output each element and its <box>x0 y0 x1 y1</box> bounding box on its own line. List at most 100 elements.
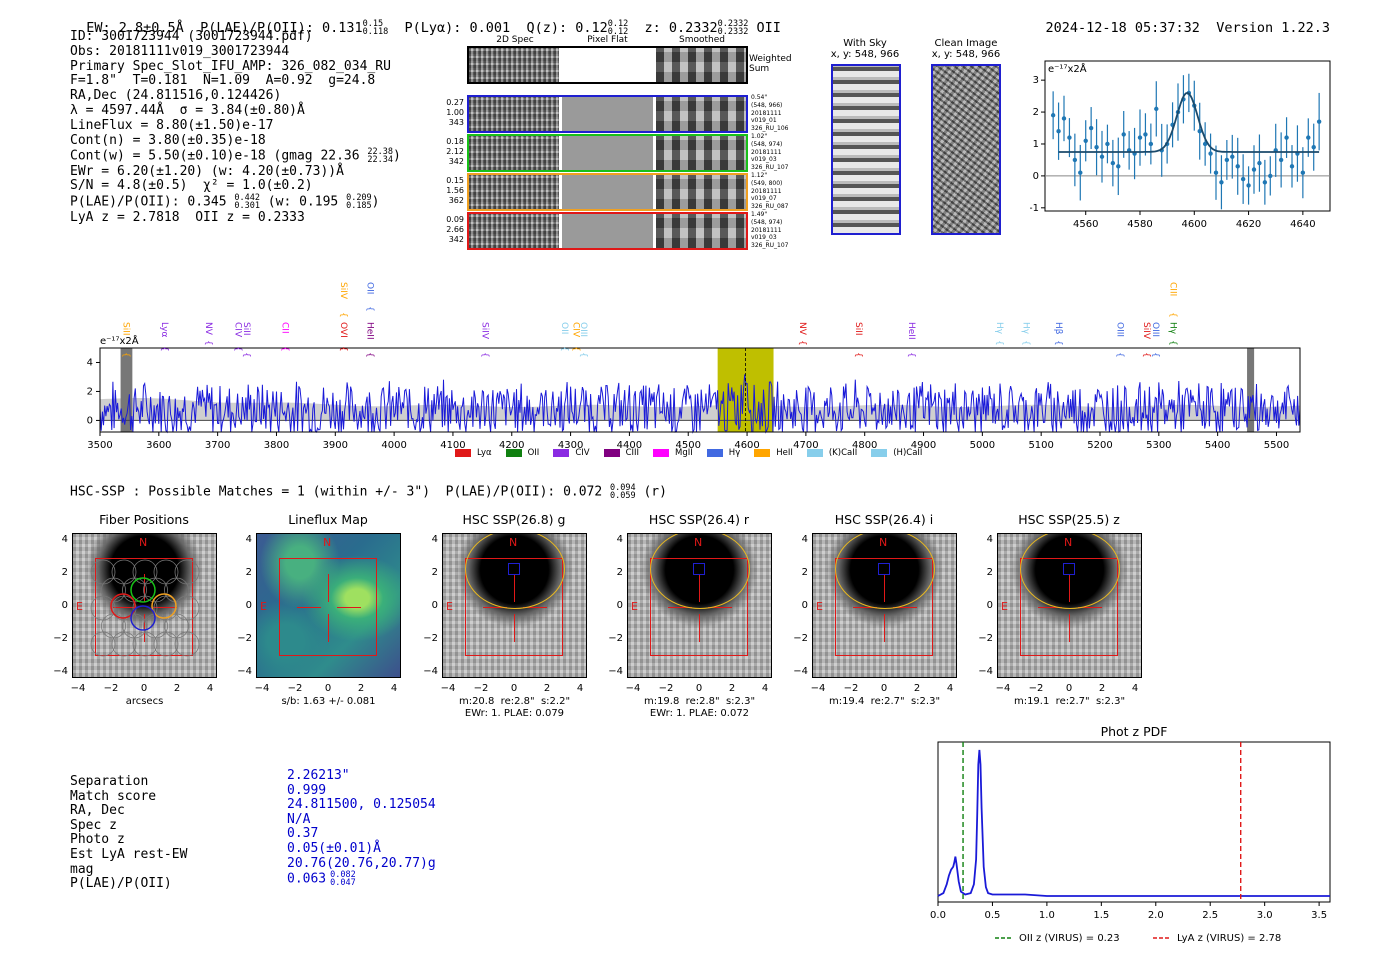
fit-data-point <box>1197 129 1202 134</box>
cutout-row-right-value: 1.12" <box>751 172 768 179</box>
spectrum-mask-bar <box>1247 348 1255 432</box>
cross-line-top <box>328 574 330 602</box>
hsc-caption-1: arcsecs <box>125 696 164 707</box>
match-value-text: 0.999 <box>287 782 327 798</box>
spectrum-line-id-label: SiIV <box>1141 322 1151 340</box>
spectrum-xtick-label: 4000 <box>381 440 406 451</box>
hsc-xtick-label: 2 <box>357 683 365 694</box>
hsc-ytick-label: 2 <box>61 567 68 578</box>
fiber-circle <box>174 631 200 657</box>
header-z: z: 0.2332 <box>644 20 718 36</box>
match-value-text: 24.811500, 0.125054 <box>287 797 436 813</box>
cutout-row-right-value: 326_RU_107 <box>751 242 789 250</box>
cross-line-right <box>523 607 547 609</box>
cutout-row-right-value: 20181111 <box>751 187 782 195</box>
cross-line-bottom <box>1069 614 1071 642</box>
target-box <box>1063 563 1075 575</box>
legend-swatch <box>603 449 620 457</box>
ellipse-aperture <box>835 534 935 609</box>
north-marker: N <box>139 536 148 549</box>
hsc-ytick-label: 0 <box>61 600 68 611</box>
spectrum-line-id: Hγ { <box>994 322 1004 346</box>
spectrum-line-id-label: OIII <box>1150 322 1160 337</box>
match-plae-lo: 0.047 <box>330 878 356 889</box>
detection-info: ID: 3001723944 (3001723944.pdf) Obs: 201… <box>70 29 401 225</box>
east-marker: E <box>631 600 638 613</box>
hsc-ytick-label: −4 <box>793 666 808 677</box>
east-marker: E <box>1001 600 1008 613</box>
cross-line-left <box>853 607 877 609</box>
spectrum-line-id-brace: { <box>121 352 131 358</box>
spectrum-line-id-label: SiII <box>241 322 251 336</box>
spectrum-line-id-label: NV <box>203 322 213 336</box>
spectrum-xtick-label: 3600 <box>146 440 171 451</box>
hsc-summary-text: HSC-SSP : Possible Matches = 1 (within +… <box>70 484 603 500</box>
spectrum-line-id: SiIV { <box>479 322 489 358</box>
spectrum-line-id-label: SiIV <box>338 282 348 300</box>
photz-xtick-label: 2.5 <box>1202 910 1218 921</box>
spectrum-line-id-label: HeII <box>365 322 375 340</box>
info-plae-lo: 0.301 <box>234 201 260 212</box>
line-fit-chart: -1 0 1 2 3 4560 4580 4600 4620 4640 e⁻¹⁷x2Å <box>1030 60 1331 230</box>
match-label: Photo z <box>70 832 125 848</box>
spectrum-line-id: Lyα { <box>159 322 169 352</box>
match-values: 2.26213" 0.999 24.811500, 0.125054 N/A 0.37 0… <box>287 768 436 889</box>
legend-label: CIII <box>625 448 640 458</box>
fiber-circle-highlight <box>151 593 177 619</box>
cutout-row-right-value: 20181111 <box>751 226 782 234</box>
cutout-flat <box>562 175 653 209</box>
fit-data-point <box>1246 183 1251 188</box>
fit-data-point <box>1316 119 1322 124</box>
sky-with-label: With Sky x, y: 548, 966 <box>820 38 910 60</box>
cutout-row-left-value: 342 <box>448 235 464 244</box>
hsc-ytick-label: −2 <box>978 633 993 644</box>
hsc-ytick-label: 4 <box>245 534 252 545</box>
hsc-ytick-label: 2 <box>801 567 808 578</box>
hsc-panel-title: HSC SSP(25.5) z <box>1018 512 1120 527</box>
spectrum-line-id-brace: { <box>338 312 348 318</box>
spectrum-xtick-label: 3500 <box>87 440 112 451</box>
match-value: 24.811500, 0.125054 <box>287 797 436 813</box>
spectrum-line-id: CIII { <box>1168 282 1178 318</box>
spectrum-line-id: SiIV { <box>1141 322 1151 358</box>
cutout-row-right-value: (549, 800) <box>751 179 783 187</box>
spectrum-line-id-brace: { <box>994 340 1004 346</box>
spectrum-xtick-label: 4900 <box>911 440 936 451</box>
fit-data-point <box>1121 132 1126 137</box>
hsc-ytick-label: 4 <box>61 534 68 545</box>
hsc-ytick-label: −2 <box>53 633 68 644</box>
hsc-xtick-label: −2 <box>287 683 303 694</box>
fit-data-point <box>1230 154 1235 159</box>
fit-data-point <box>1067 135 1072 140</box>
fit-data-point <box>1300 170 1306 175</box>
fit-ytick-label: -1 <box>1030 203 1039 214</box>
hsc-xtick-label: 4 <box>1131 683 1139 694</box>
spectrum-line-id-brace: { <box>479 352 489 358</box>
hsc-xtick-label: −4 <box>625 683 641 694</box>
header-plae-lo: 0.118 <box>362 27 389 37</box>
legend-item: (H)CaII <box>871 448 922 458</box>
hsc-ytick-label: 0 <box>986 600 993 611</box>
cross-line-right <box>708 607 732 609</box>
hsc-xtick-label: 0 <box>510 683 518 694</box>
hsc-summary-band: (r) <box>643 484 667 500</box>
spectrum-xtick-label: 4500 <box>676 440 701 451</box>
aperture-box <box>279 558 377 656</box>
spectrum-line-id-label: CIII <box>1168 282 1178 296</box>
photz-legend-label: OII z (VIRUS) = 0.23 <box>1019 933 1120 944</box>
fit-data-point <box>1202 141 1208 147</box>
fit-data-point <box>1116 164 1121 169</box>
hsc-summary-hi: 0.094 <box>610 483 636 493</box>
legend-label: CIV <box>575 448 590 458</box>
cutout-row-right-value: 1.02" <box>751 133 768 140</box>
cutout-weighted-label: Weighted Sum <box>749 54 792 74</box>
hsc-panel-title: HSC SSP(26.4) r <box>648 512 750 527</box>
spectrum-line-id-brace: { <box>578 352 588 358</box>
info-plae-row: P(LAE)/P(OII): 0.345 0.442 0.301 (w: 0.19… <box>70 193 380 212</box>
cutout-row-right-value: 1.49" <box>751 211 768 218</box>
cutout-row-right-value: (548, 966) <box>751 101 783 109</box>
hsc-xtick-label: −2 <box>843 683 859 694</box>
spectrum-line-id-brace: { <box>241 352 251 358</box>
legend-item: Hγ <box>706 448 740 458</box>
